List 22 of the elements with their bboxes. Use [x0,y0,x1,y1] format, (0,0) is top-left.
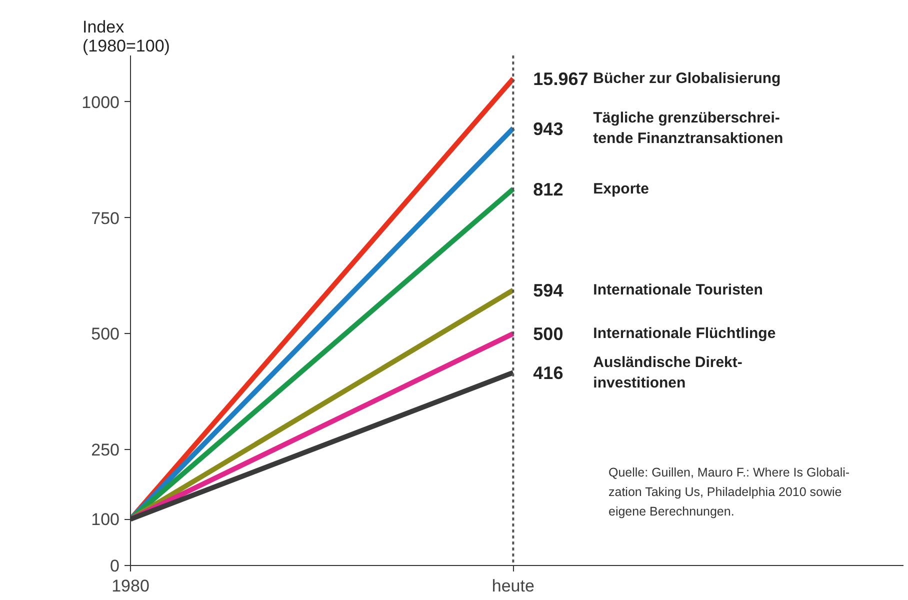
x-tick-label: heute [492,576,534,596]
y-tick-label: 750 [91,208,120,228]
y-tick-label: 250 [91,440,120,460]
text: Exporte [593,180,650,198]
y-tick-label: 500 [91,324,120,344]
data-label: 943 [533,118,564,139]
data-label: 812 [533,180,564,200]
y-tick-label: 0 [110,556,120,576]
annotation: Quelle: Guillen, Mauro F.: Where Is Globali- zation Taking Us, Philadelphia 2010 sowie eigene Berechnungen. [608,466,850,519]
text: Ausländische Direkt- investitionen [593,354,742,392]
x-tick-label: 1980 [112,576,150,596]
data-label: 500 [533,324,564,344]
text: Internationale Flüchtlinge [593,325,776,342]
data-label: 416 [533,363,564,384]
y-axis-title: Index (1980=100) [82,18,170,56]
text: Bücher zur Globalisierung [593,70,781,88]
y-tick-label: 100 [91,510,120,530]
y-tick-label: 1000 [82,92,120,112]
annotation: 15.967 [533,69,588,90]
text: Tägliche grenzüberschrei- tende Finanztransaktionen [593,110,784,147]
data-label: 594 [533,280,564,301]
text: Internationale Touristen [593,282,763,299]
